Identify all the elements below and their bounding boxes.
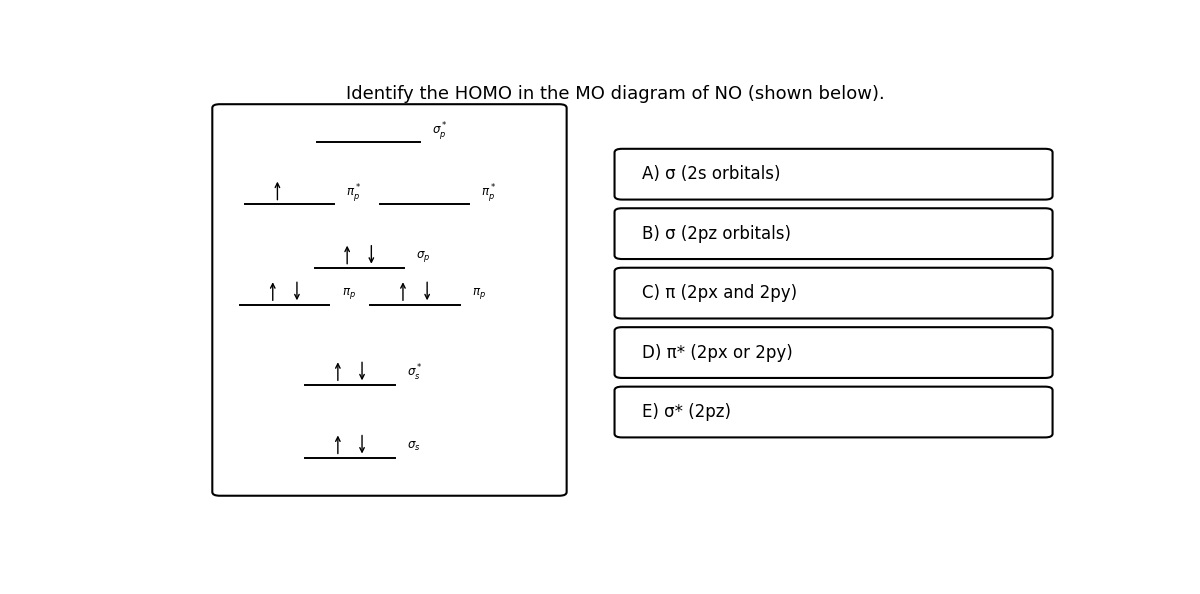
Text: $\pi_p^*$: $\pi_p^*$ bbox=[481, 182, 497, 204]
FancyBboxPatch shape bbox=[212, 104, 566, 496]
FancyBboxPatch shape bbox=[614, 387, 1052, 437]
Text: $\sigma_p^*$: $\sigma_p^*$ bbox=[432, 120, 448, 142]
FancyBboxPatch shape bbox=[614, 149, 1052, 200]
Text: A) σ (2s orbitals): A) σ (2s orbitals) bbox=[642, 165, 781, 183]
Text: D) π* (2px or 2py): D) π* (2px or 2py) bbox=[642, 343, 793, 362]
Text: B) σ (2pz orbitals): B) σ (2pz orbitals) bbox=[642, 225, 792, 243]
Text: $\sigma_s^*$: $\sigma_s^*$ bbox=[407, 363, 422, 383]
Text: $\sigma_s$: $\sigma_s$ bbox=[407, 440, 420, 453]
Text: $\pi_p$: $\pi_p$ bbox=[472, 286, 486, 301]
Text: E) σ* (2pz): E) σ* (2pz) bbox=[642, 403, 732, 421]
FancyBboxPatch shape bbox=[614, 208, 1052, 259]
Text: $\pi_p^*$: $\pi_p^*$ bbox=[347, 182, 361, 204]
Text: C) π (2px and 2py): C) π (2px and 2py) bbox=[642, 284, 798, 302]
Text: $\pi_p$: $\pi_p$ bbox=[342, 286, 355, 301]
Text: Identify the HOMO in the MO diagram of NO (shown below).: Identify the HOMO in the MO diagram of N… bbox=[346, 85, 884, 103]
Text: $\sigma_p$: $\sigma_p$ bbox=[416, 249, 431, 264]
FancyBboxPatch shape bbox=[614, 268, 1052, 318]
FancyBboxPatch shape bbox=[614, 327, 1052, 378]
